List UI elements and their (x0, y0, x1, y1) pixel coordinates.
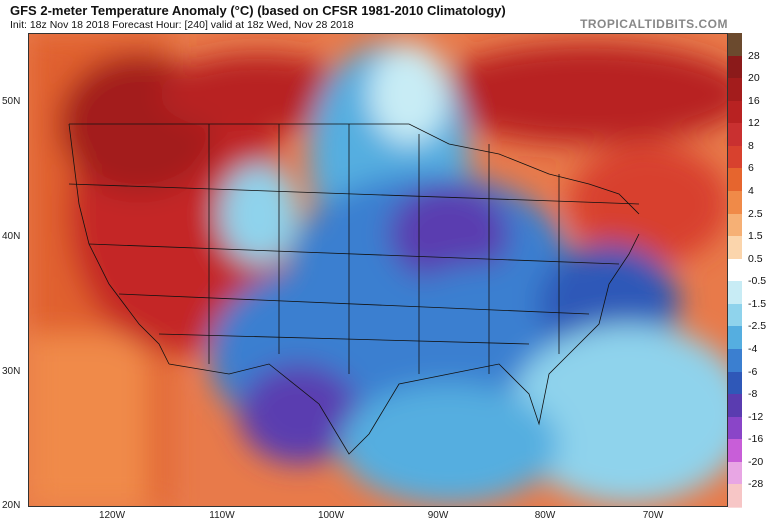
boundary-lines (68, 123, 640, 455)
colorbar-swatch (728, 416, 742, 441)
colorbar-swatch (728, 123, 742, 147)
color-legend: 28 20 16 12 8 6 4 2.5 1.5 0.5 -0.5 -1.5 -2.5 -4 -6 -8 -1… (728, 33, 772, 508)
colorbar-swatch (728, 326, 742, 350)
colorbar-swatch (728, 33, 742, 57)
colorbar-label: 8 (748, 139, 754, 152)
colorbar-swatch (728, 349, 742, 373)
colorbar-swatch (728, 213, 742, 238)
colorbar-label: 12 (748, 117, 760, 130)
colorbar-label: -4 (748, 343, 758, 355)
lat-label-20n: 20N (2, 500, 21, 511)
colorbar-label: -20 (748, 455, 764, 468)
colorbar-label: 4 (748, 185, 754, 197)
colorbar-label: 1.5 (748, 230, 763, 243)
colorbar-label: -2.5 (748, 320, 767, 333)
colorbar-label: -0.5 (748, 275, 767, 288)
colorbar-swatch (728, 439, 742, 463)
colorbar-label: -12 (748, 410, 764, 423)
colorbar-swatch (728, 371, 742, 396)
lon-label-90w: 90W (427, 510, 449, 521)
colorbar-label: 16 (748, 94, 760, 107)
map-subtitle: Init: 18z Nov 18 2018 Forecast Hour: [24… (10, 19, 354, 31)
colorbar-label: -28 (748, 478, 764, 491)
colorbar-swatch (728, 145, 742, 170)
colorbar-label: 0.5 (748, 252, 763, 265)
colorbar-swatch (728, 394, 742, 418)
colorbar-label: 28 (748, 49, 760, 62)
colorbar-swatch (728, 461, 742, 486)
map-canvas (28, 33, 728, 507)
colorbar-swatch (728, 55, 742, 80)
colorbar-label: -16 (748, 433, 764, 446)
lat-label-40n: 40N (2, 231, 21, 242)
lon-label-100w: 100W (317, 510, 345, 521)
colorbar-label: -8 (748, 388, 758, 401)
colorbar-swatch (728, 484, 742, 508)
colorbar-swatch (728, 100, 742, 125)
brand-text: TROPICALTIDBITS.COM (580, 17, 728, 31)
colorbar-label: 6 (748, 162, 754, 175)
lon-label-70w: 70W (642, 510, 664, 521)
colorbar-swatch (728, 168, 742, 192)
map-title: GFS 2-meter Temperature Anomaly (°C) (ba… (10, 3, 506, 18)
lon-label-110w: 110W (209, 510, 235, 521)
colorbar-swatch (728, 303, 742, 328)
colorbar-swatch (728, 281, 742, 305)
colorbar-swatch (728, 78, 742, 102)
lat-label-50n: 50N (2, 96, 21, 107)
colorbar-swatch (728, 258, 742, 283)
colorbar-swatch (728, 191, 742, 215)
colorbar-label: 20 (748, 72, 760, 85)
colorbar-label: 2.5 (748, 207, 763, 220)
lon-label-120w: 120W (98, 510, 126, 521)
lat-label-30n: 30N (2, 366, 21, 377)
colorbar-label: -1.5 (748, 297, 767, 310)
colorbar-swatch (728, 236, 742, 260)
lon-label-80w: 80W (534, 510, 556, 521)
colorbar-label: -6 (748, 365, 758, 378)
anomaly-map (29, 34, 727, 506)
